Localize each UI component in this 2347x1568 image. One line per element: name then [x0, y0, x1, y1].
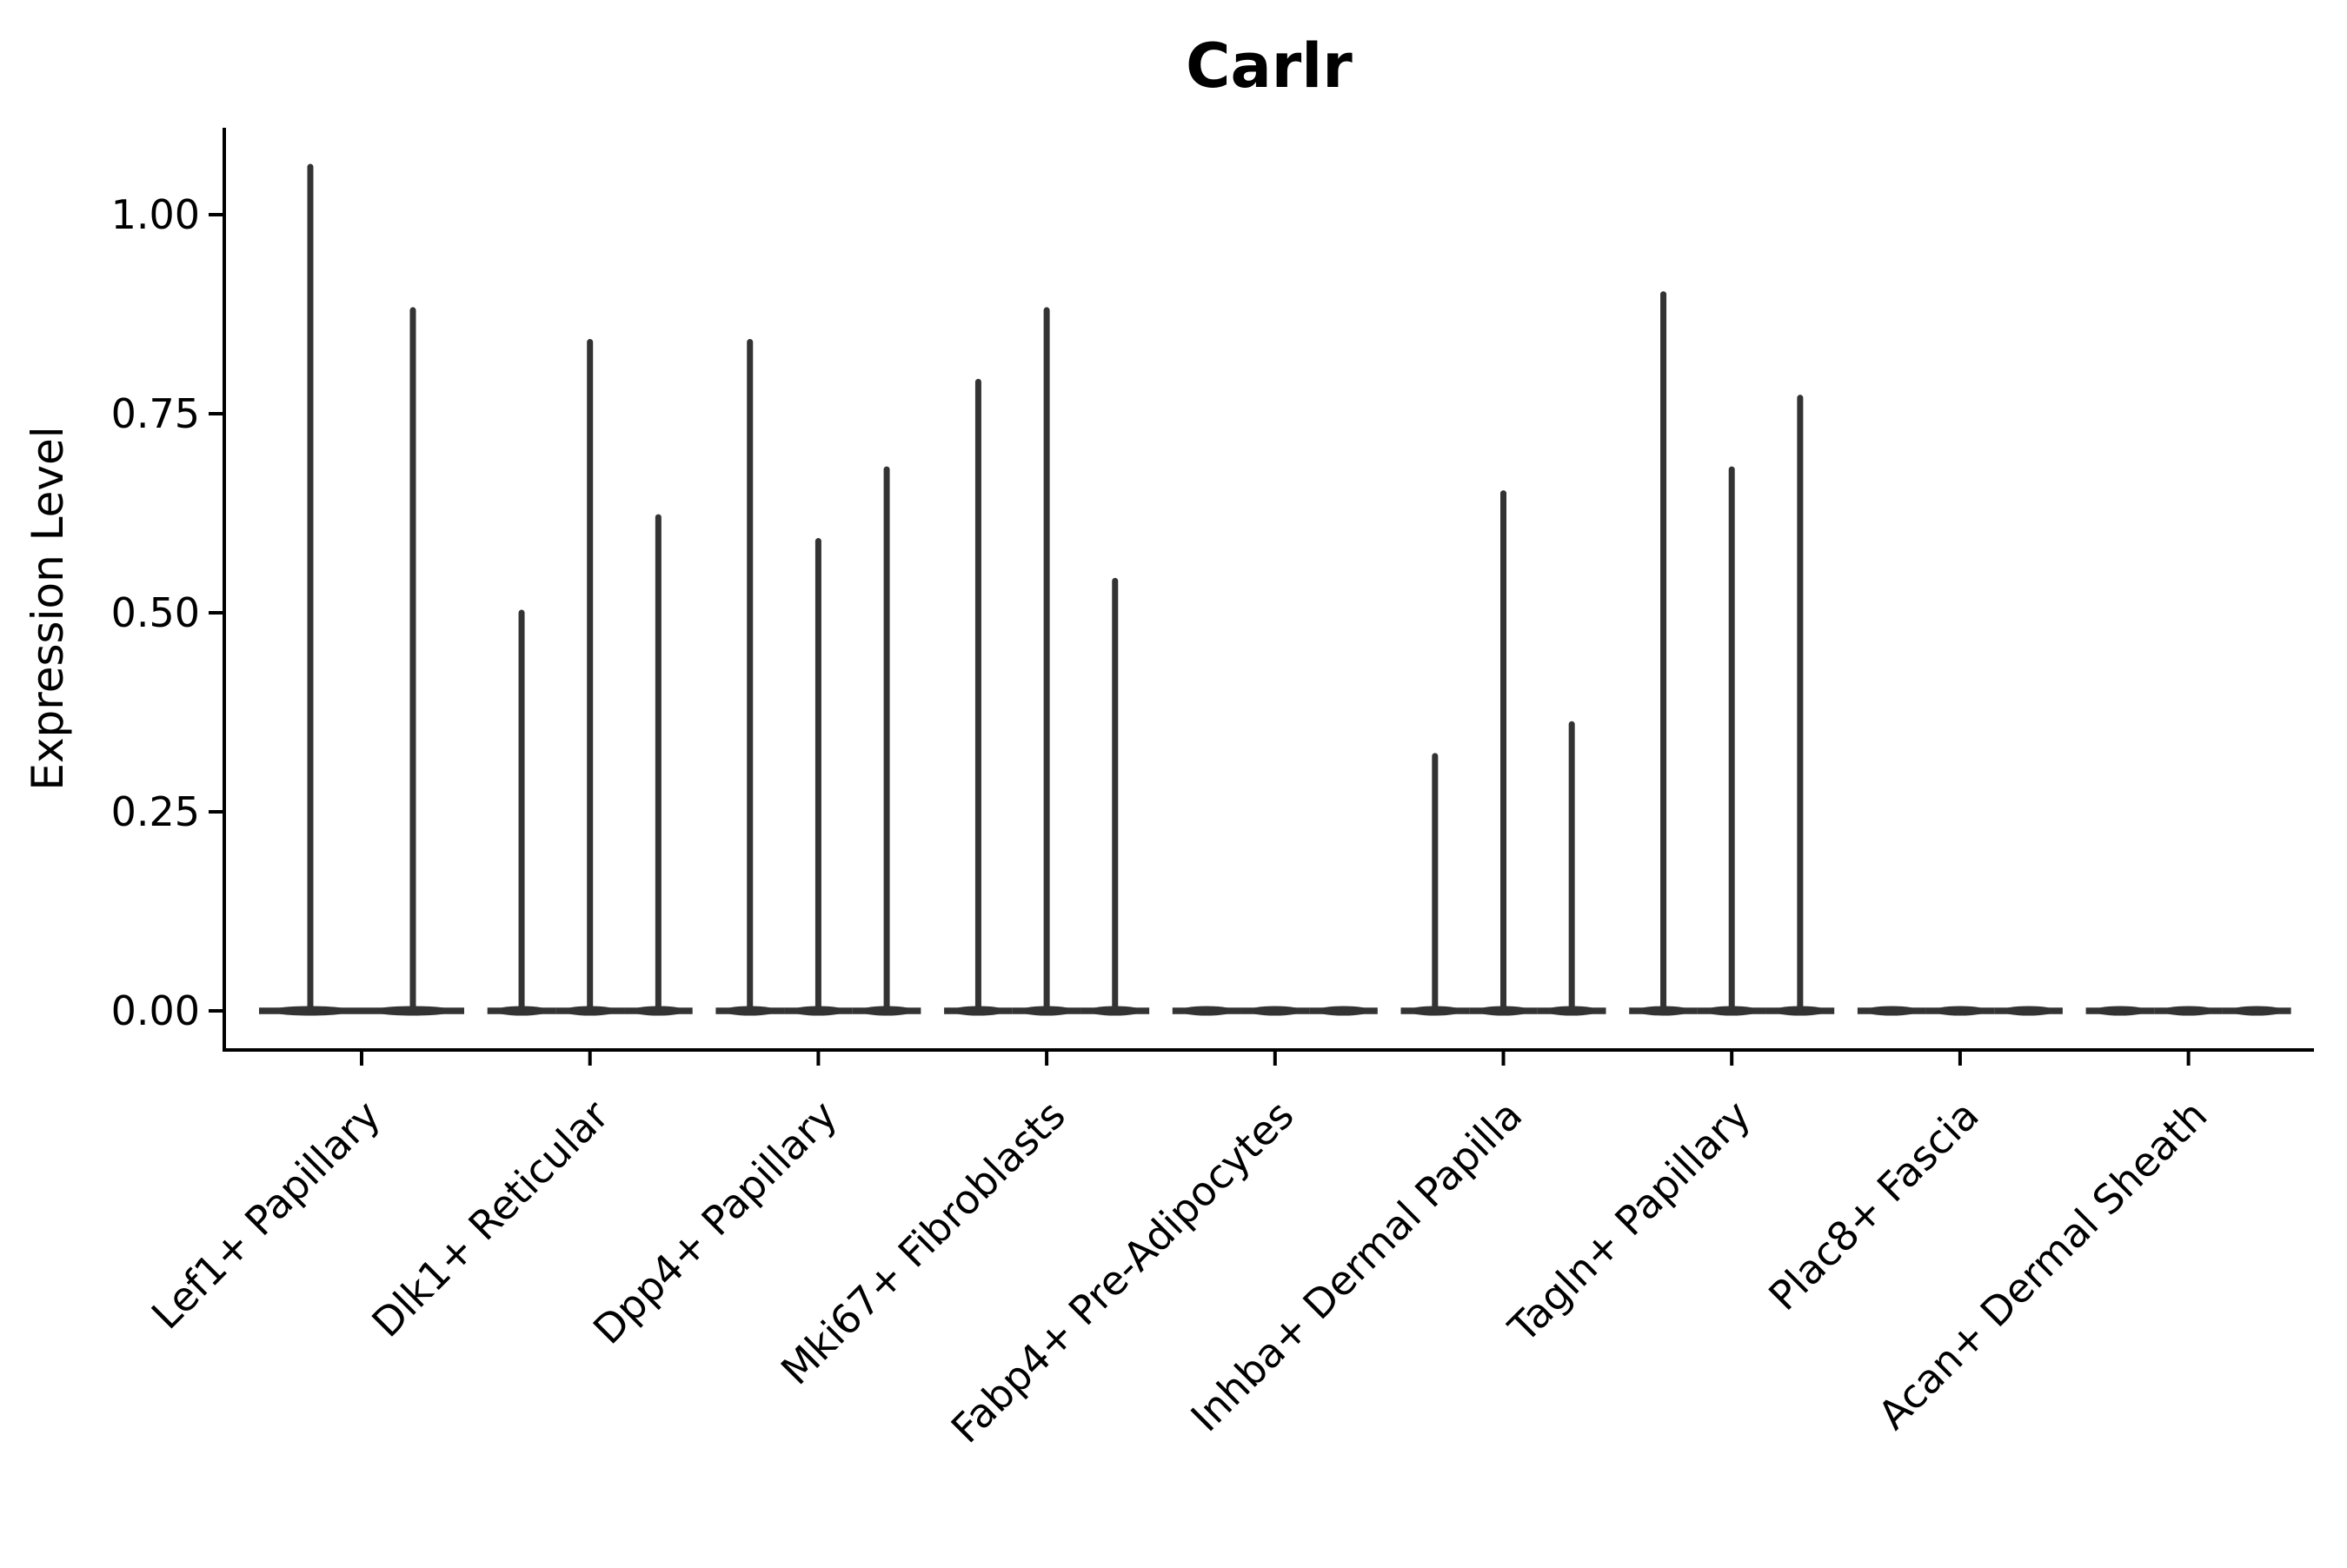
- violin-group: [1400, 490, 1606, 1016]
- violin: [1857, 1006, 1926, 1016]
- violin-base-bulge: [2092, 1006, 2148, 1016]
- violin: [944, 378, 1013, 1016]
- violin: [1469, 490, 1538, 1016]
- y-tick-label: 0.50: [111, 589, 200, 636]
- violin: [487, 609, 556, 1016]
- violin-base-bulge: [2161, 1006, 2217, 1016]
- axes: 0.00 0.25 0.50 0.75 1.00 Lef1+ PapillaryDlk1+…: [111, 128, 2314, 1452]
- violin-base-bulge: [1864, 1006, 1919, 1016]
- x-tick-label: Plac8+ Fascia: [1759, 1092, 1987, 1319]
- violin-base-bulge: [1247, 1006, 1303, 1016]
- violin: [784, 538, 853, 1016]
- x-tick-label: Lef1+ Papillary: [143, 1092, 389, 1339]
- violin: [1629, 291, 1698, 1016]
- violin: [2222, 1006, 2291, 1016]
- violin: [2085, 1006, 2155, 1016]
- y-tick-label: 1.00: [111, 191, 200, 238]
- violin-group: [715, 339, 921, 1016]
- violin-group: [1172, 1006, 1378, 1016]
- violin: [1994, 1006, 2063, 1016]
- violins-layer: [259, 163, 2291, 1016]
- x-tick-label: Tagln+ Papillary: [1499, 1092, 1759, 1352]
- violin-base-bulge: [1316, 1006, 1371, 1016]
- y-tick-label: 0.00: [111, 987, 200, 1034]
- violin-base-bulge: [1179, 1006, 1234, 1016]
- violin: [555, 339, 625, 1016]
- violin-group: [1629, 291, 1835, 1016]
- violin: [1172, 1006, 1241, 1016]
- violin: [1765, 395, 1835, 1016]
- violin: [362, 307, 464, 1016]
- x-tick-label: Dlk1+ Reticular: [362, 1092, 617, 1346]
- x-tick-label: Dpp4+ Papillary: [584, 1092, 846, 1353]
- y-tick-label: 0.25: [111, 788, 200, 835]
- violin: [715, 339, 785, 1016]
- violin: [1400, 753, 1470, 1016]
- violin-group: [944, 307, 1150, 1016]
- violin-group: [2085, 1006, 2291, 1016]
- violin-group: [1857, 1006, 2063, 1016]
- violin: [852, 466, 921, 1016]
- violin: [1309, 1006, 1378, 1016]
- violin: [2154, 1006, 2223, 1016]
- violin: [1697, 466, 1766, 1016]
- violin: [259, 163, 362, 1016]
- violin-group: [487, 339, 693, 1016]
- y-tick-label: 0.75: [111, 390, 200, 437]
- violin: [1537, 721, 1606, 1016]
- violin: [1925, 1006, 1995, 1016]
- violin-base-bulge: [1932, 1006, 1988, 1016]
- plot-title: Carlr: [1186, 30, 1353, 102]
- violin: [1080, 577, 1150, 1016]
- violin-base-bulge: [2001, 1006, 2057, 1016]
- violin: [1012, 307, 1081, 1016]
- y-axis-label: Expression Level: [23, 426, 73, 790]
- violin-base-bulge: [2229, 1006, 2284, 1016]
- violin-group: [259, 163, 464, 1016]
- violin: [624, 514, 693, 1016]
- violin: [1240, 1006, 1310, 1016]
